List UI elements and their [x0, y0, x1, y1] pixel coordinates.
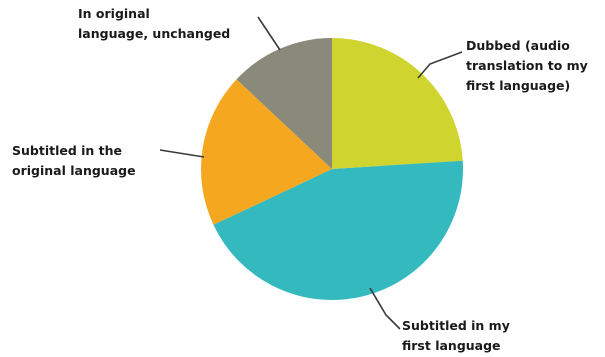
label-dubbed-line-2: translation to my [466, 58, 588, 73]
label-subtitled-first: Subtitled in my first language [402, 318, 514, 353]
leader-line-subtitled-original [159, 149, 205, 158]
leader-line-subtitled-first [369, 287, 401, 330]
pie-slices [201, 38, 463, 300]
label-dubbed: Dubbed (audio translation to my first la… [466, 38, 592, 93]
slice-subtitled-original [201, 79, 332, 225]
leader-line-original [257, 16, 281, 51]
label-subtitled-original-line-2: original language [12, 163, 136, 178]
leader-line-dubbed [417, 51, 463, 79]
label-original-line-1: In original [78, 6, 150, 21]
label-original: In original language, unchanged [78, 6, 230, 41]
label-original-line-2: language, unchanged [78, 26, 230, 41]
label-dubbed-line-3: first language) [466, 78, 570, 93]
label-subtitled-original-line-1: Subtitled in the [12, 143, 122, 158]
label-subtitled-original: Subtitled in the original language [12, 143, 136, 178]
slice-dubbed [332, 38, 463, 169]
label-dubbed-line-1: Dubbed (audio [466, 38, 570, 53]
label-subtitled-first-line-2: first language [402, 338, 501, 353]
slice-original [236, 38, 332, 169]
label-subtitled-first-line-1: Subtitled in my [402, 318, 510, 333]
slice-subtitled-first [213, 160, 463, 300]
